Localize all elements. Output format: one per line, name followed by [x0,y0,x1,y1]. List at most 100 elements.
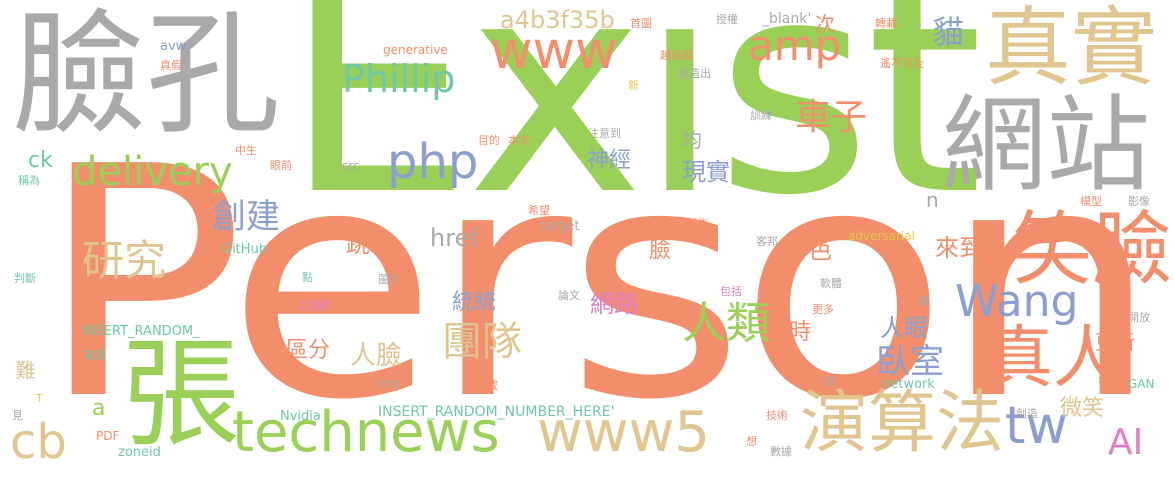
word-ji-shu: 技術 [766,409,788,422]
word-tiao-chu: 跳出 [346,230,394,258]
word-tuan-dui: 團隊 [442,319,522,365]
word-pan-duan: 判斷 [14,272,36,285]
word-ci: 次 [815,12,835,36]
word-ck: ck [28,148,53,173]
word-xin: 新 [628,79,639,92]
word-ren-yan: 人眼 [880,314,928,342]
word-xi-wang: 希望 [528,204,550,217]
word-tu-pian: 圖片 [378,273,400,286]
word-ren-lian: 人臉 [350,341,403,371]
word-xian-shi: 現實 [682,158,730,186]
word-yao-bu-ke-ji: 遙不可及 [880,57,924,70]
word-person: Person [38,99,1160,469]
word-insert-random: INSERT_RANDOM_ [82,324,200,339]
word-exist: Exist [283,0,983,260]
word-geng-xin: 更新 [1095,330,1135,354]
word-xun-lian: 訓練 [750,109,772,122]
word-mu-de: 目的 [478,134,500,147]
word-adversarial: adversarial [848,229,915,243]
word-yan-jiu: 研究 [82,236,167,285]
word-wo-shi: 臥室 [876,342,944,382]
word-www5: www5 [537,400,711,465]
word-insert-random-number: INSERT_RANDOM_NUMBER_HERE' [378,404,615,420]
word-lian-kong: 臉孔 [12,0,281,153]
word-lian: 臉 [645,238,670,260]
word-cb: cb [10,414,67,470]
word-yan-suan-fa: 演算法 [800,384,1005,463]
word-src: src [342,159,360,173]
word-avw: avw [160,39,187,54]
word-zhang: 張 [122,325,241,463]
word-amp: amp [748,21,842,70]
word-cheng-wei: 稱為 [18,174,40,187]
word-yue-lai-yue: 越來越 [660,49,693,62]
word-zhong-sheng: 中生 [235,144,257,157]
word-www: www [490,21,618,81]
word-img: img [376,377,401,392]
word-phillip: Phillip [342,57,456,101]
word-xia-zai: 下載 [476,379,498,392]
word-zhen-jia: 真假 [160,59,182,72]
word-github: GitHub [222,242,268,257]
word-blank: _blank' [762,11,812,27]
word-href: href [430,224,478,252]
word-chuang-zao-chu: 創造出 [678,67,711,80]
word-wang-zhan: 網站 [942,84,1151,206]
word-generative: generative [383,43,448,57]
word-n: n [926,188,939,212]
word-a4b3f35b: a4b3f35b [500,6,615,34]
word-yan-qian: 眼前 [270,159,292,172]
word-jian: 見 [12,409,23,422]
word-ping-kong: 憑空 [1098,371,1120,384]
word-ai: AI [1108,422,1144,463]
word-gan: GAN [1128,377,1155,391]
word-zoneid: zoneid [118,445,161,460]
word-nan: 難 [12,360,36,380]
word-ruan-ti: 軟體 [820,277,842,290]
word-gong-cheng-shi: 工程師 [298,299,331,312]
word-zhen-ren: 真人 [985,319,1122,398]
word-ke-bang: 客邦 [756,235,778,248]
word-jun: 均 [682,128,702,152]
word-lai-dao: 來到 [935,234,983,262]
word-nvidia: Nvidia [280,409,321,424]
word-wei-xiao: 微笑 [1060,396,1105,421]
word-lai-yuan: 來源 [84,349,106,362]
word-shi: 時 [789,320,812,345]
word-mo-xing: 模型 [1080,195,1102,208]
word-qu-fen: 區分 [286,338,331,363]
word-shou-quan: 授權 [716,13,738,26]
word-chuang-jian: 創建 [212,197,280,237]
word-zhu-yi-dao: 注意到 [588,127,621,140]
word-a: a [92,396,106,421]
word-fang: 放 [824,375,835,388]
word-php: php [387,134,479,190]
word-dang: 檔 [918,295,929,308]
word-target: target [540,219,580,234]
word-t: T [36,392,43,405]
word-dian: 點 [302,271,313,284]
word-chuang-zao: 創造 [1016,407,1038,420]
word-zhuan-zai: 轉載 [875,17,897,30]
word-lun-wen: 論文 [558,289,580,302]
word-shen-jing: 神經 [587,148,632,173]
word-technews: technews [232,400,500,465]
word-shu-ju: 數據 [770,445,792,458]
word-fu-se: 膚色 [784,236,832,264]
word-kai-fang: 開放 [1128,311,1150,324]
word-delivery: delivery [72,149,233,195]
word-tong-tong: 統統 [452,290,497,315]
word-shou-tu: 首圖 [630,17,652,30]
word-zhen-shi: 真實 [985,0,1157,98]
word-wang: Wang [955,276,1079,327]
word-tw: tw [1005,396,1068,456]
word-xiang: 想 [746,435,757,448]
word-ying-xiang: 影像 [1128,195,1150,208]
word-network: network [882,377,935,392]
word-mao: 貓 [927,15,965,47]
word-pdf: PDF [96,429,120,443]
word-xiao-lian: 笑臉 [1012,203,1172,296]
word-zhi-zuo: 製作 [686,217,708,230]
word-ren-lei: 人類 [682,298,770,349]
